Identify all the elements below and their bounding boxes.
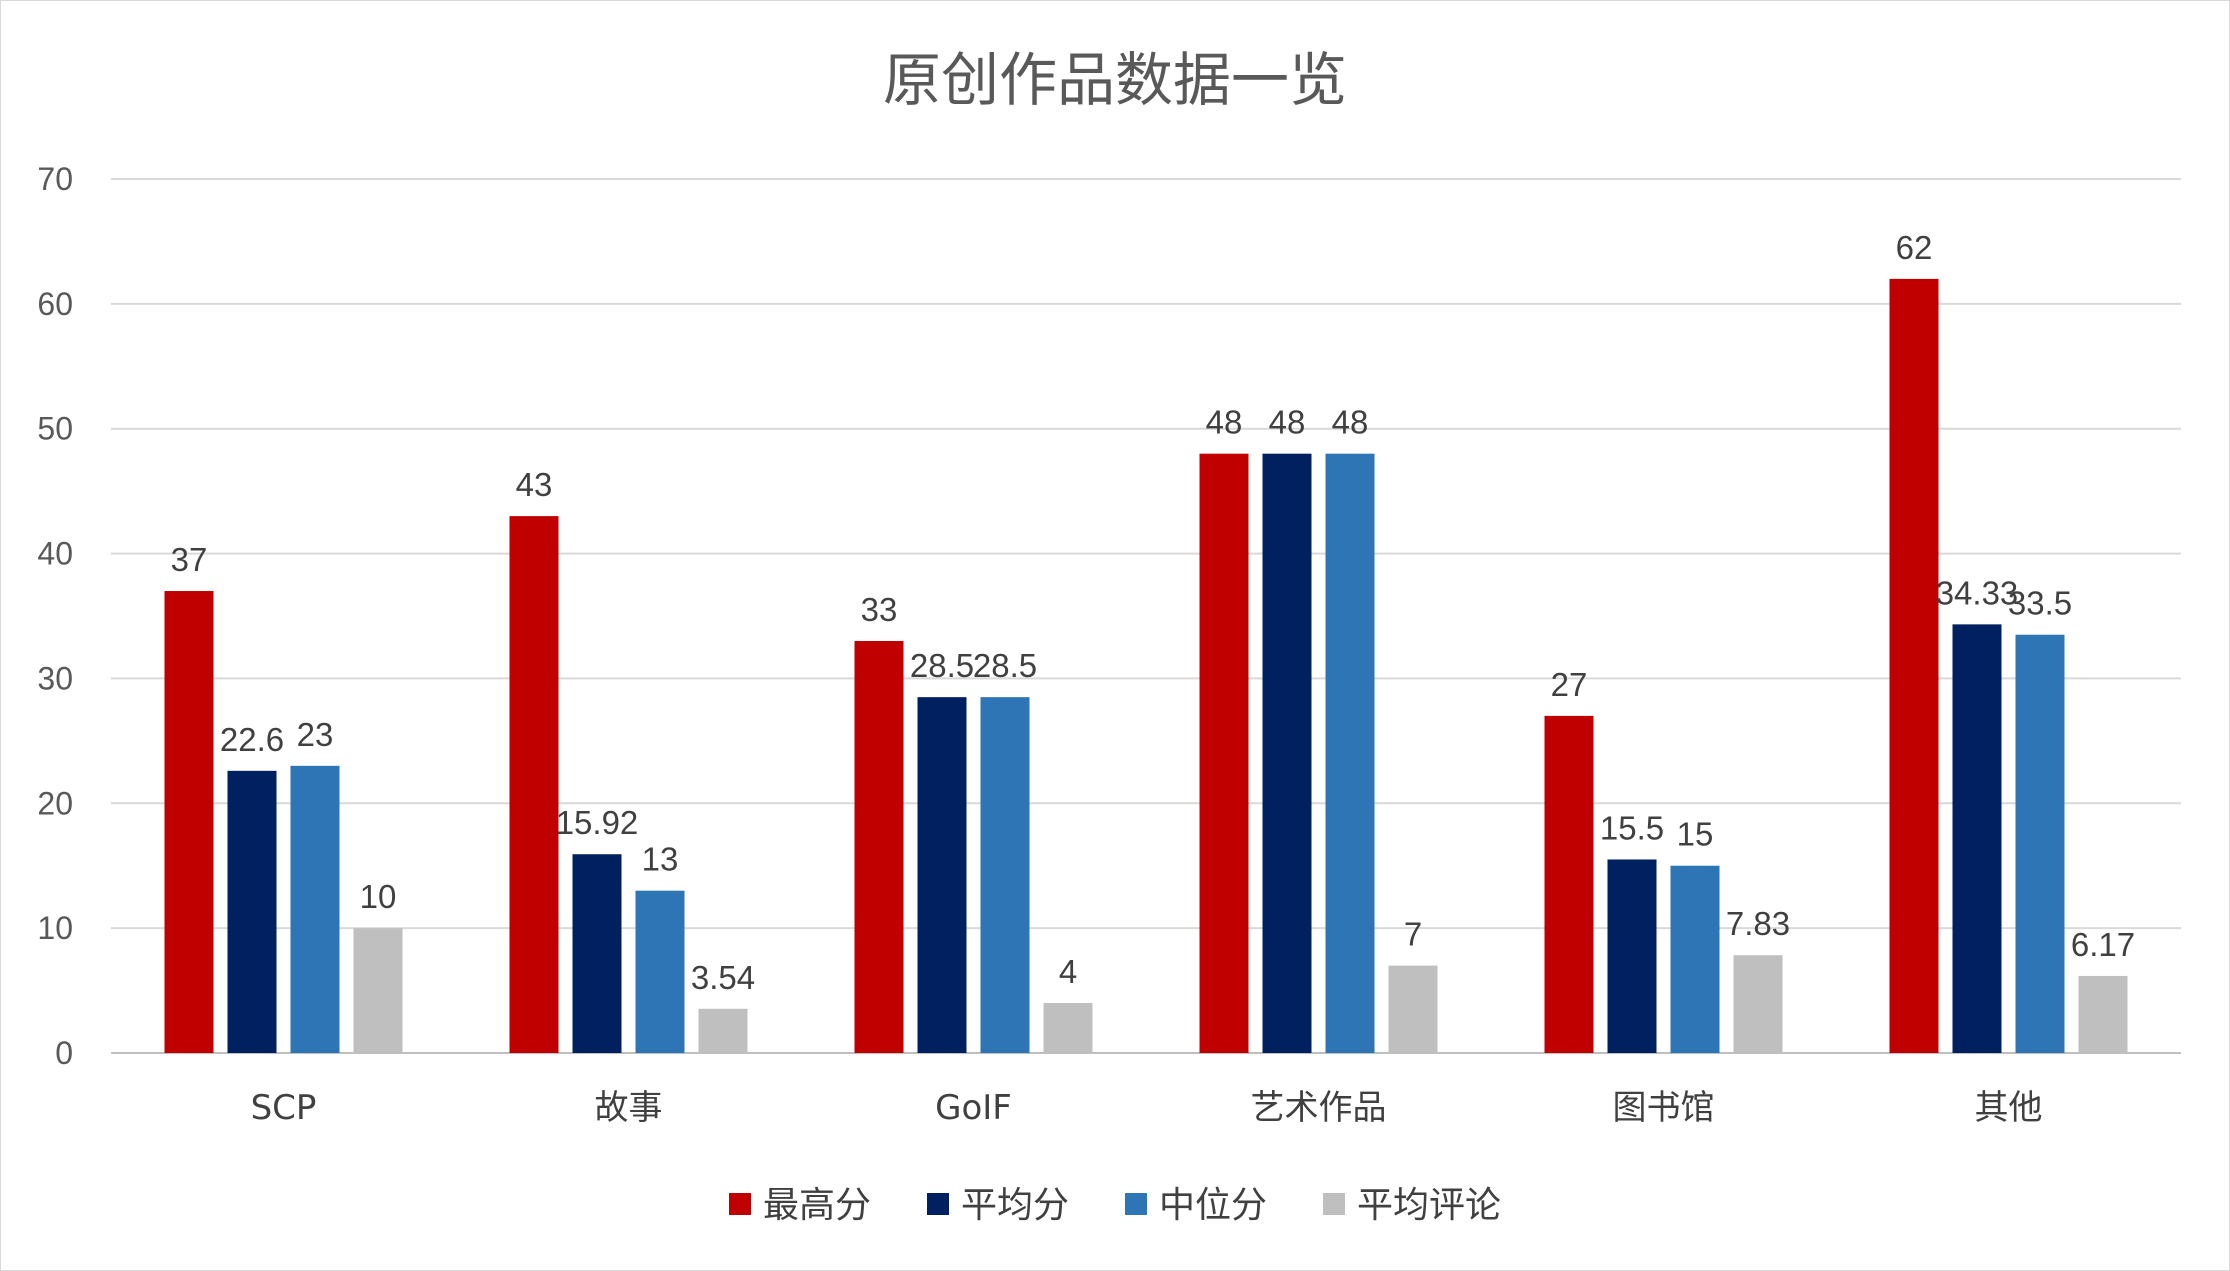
bar	[509, 516, 559, 1053]
x-tick-label: 其他	[1975, 1088, 2043, 1128]
y-tick-label: 50	[37, 411, 73, 447]
bar	[572, 854, 622, 1053]
data-label: 48	[1332, 404, 1369, 441]
bar	[1325, 453, 1375, 1054]
data-label: 28.5	[910, 647, 974, 684]
bar	[164, 591, 214, 1053]
legend: 最高分 平均分 中位分 平均评论	[729, 1185, 1501, 1226]
data-label: 33	[861, 591, 898, 628]
data-label: 15.5	[1600, 809, 1664, 846]
gridlines	[111, 178, 2181, 1054]
y-tick-label: 40	[37, 536, 73, 572]
x-axis-ticks: SCP 故事 GoIF 艺术作品 图书馆 其他	[251, 1088, 2043, 1128]
y-tick-label: 0	[55, 1035, 73, 1071]
bar	[698, 1008, 748, 1053]
bar	[980, 697, 1030, 1053]
data-label: 33.5	[2008, 585, 2072, 622]
bar	[353, 928, 403, 1053]
bar	[1889, 278, 1939, 1053]
legend-entry: 中位分	[1159, 1185, 1267, 1226]
bar	[1607, 859, 1657, 1053]
bar	[917, 697, 967, 1053]
bar	[1199, 453, 1249, 1054]
x-tick-label: 图书馆	[1613, 1088, 1715, 1128]
data-label: 23	[297, 716, 334, 753]
bar	[2015, 634, 2065, 1053]
data-label: 27	[1551, 666, 1588, 703]
data-label: 13	[642, 841, 679, 878]
legend-entry: 平均分	[961, 1185, 1069, 1226]
data-label: 22.6	[220, 721, 284, 758]
bar	[1733, 955, 1783, 1053]
chart-title: 原创作品数据一览	[883, 46, 1347, 114]
data-label: 37	[171, 541, 208, 578]
data-label: 7.83	[1726, 905, 1790, 942]
x-tick-label: GoIF	[935, 1088, 1012, 1128]
bar	[1952, 624, 2002, 1053]
bar	[290, 765, 340, 1053]
y-tick-label: 70	[37, 161, 73, 197]
legend-entry: 平均评论	[1357, 1185, 1501, 1226]
legend-swatch	[1323, 1193, 1345, 1215]
bar	[1043, 1003, 1093, 1053]
legend-swatch	[927, 1193, 949, 1215]
data-label: 6.17	[2071, 926, 2135, 963]
data-label: 28.5	[973, 647, 1037, 684]
data-label: 10	[360, 878, 397, 915]
bar	[635, 890, 685, 1053]
bar	[1262, 453, 1312, 1054]
data-label: 15.92	[556, 804, 639, 841]
y-tick-label: 60	[37, 286, 73, 322]
bar	[1388, 965, 1438, 1053]
bar	[854, 640, 904, 1053]
legend-entry: 最高分	[763, 1185, 871, 1226]
data-label: 3.54	[691, 959, 755, 996]
legend-swatch	[729, 1193, 751, 1215]
y-axis-ticks: 0 10 20 30 40 50 60 70	[37, 161, 73, 1071]
data-label: 4	[1059, 953, 1077, 990]
y-tick-label: 30	[37, 660, 73, 696]
y-tick-label: 20	[37, 785, 73, 821]
bars	[164, 278, 2128, 1054]
x-tick-label: 故事	[595, 1088, 663, 1128]
data-label: 48	[1269, 404, 1306, 441]
data-label: 34.33	[1936, 574, 2019, 611]
data-label: 7	[1404, 916, 1422, 953]
x-tick-label: SCP	[251, 1088, 317, 1128]
bar	[1544, 715, 1594, 1053]
data-label: 43	[516, 466, 553, 503]
bar	[227, 770, 277, 1053]
bar	[1670, 865, 1720, 1053]
x-tick-label: 艺术作品	[1251, 1088, 1387, 1128]
data-label: 48	[1206, 404, 1243, 441]
data-label: 62	[1896, 229, 1933, 266]
data-label: 15	[1677, 816, 1714, 853]
legend-swatch	[1125, 1193, 1147, 1215]
y-tick-label: 10	[37, 910, 73, 946]
bar	[2078, 975, 2128, 1053]
